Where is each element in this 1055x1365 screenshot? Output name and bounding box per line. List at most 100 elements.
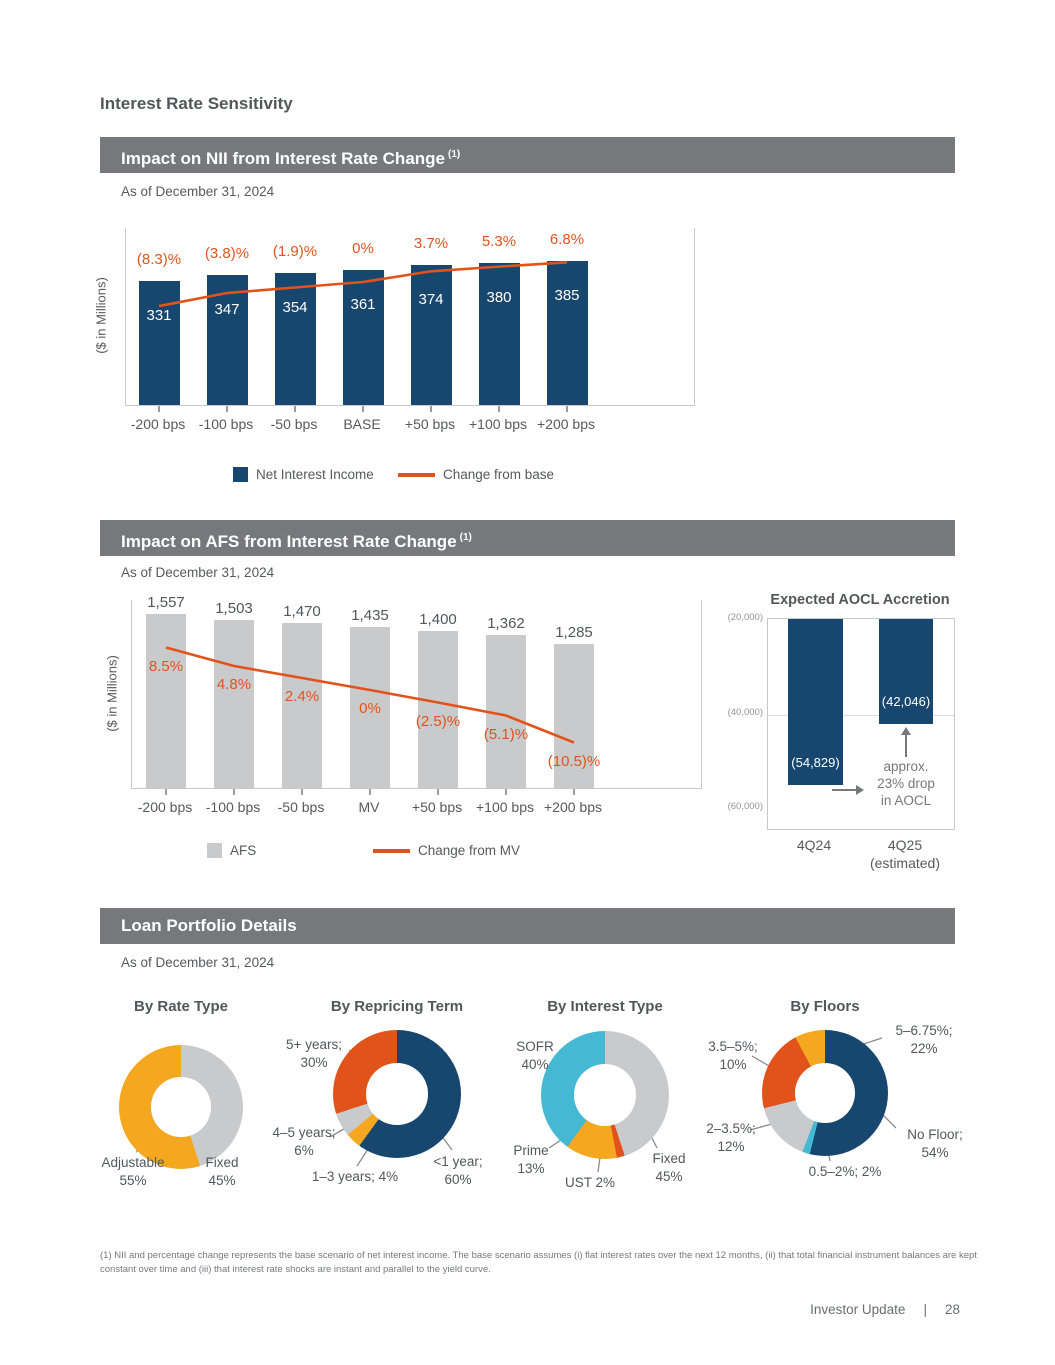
aocl-ytick-40000: (40,000) — [727, 707, 763, 718]
bar-value-label: 1,362 — [487, 615, 525, 633]
aocl-bar-chart: (54,829) (42,046) approx. 23% drop in AOCL — [767, 618, 955, 830]
afs-legend-line-swatch — [373, 848, 410, 853]
afs-banner-title: Impact on AFS from Interest Rate Change — [121, 532, 457, 551]
aocl-bar-value-label: (42,046) — [881, 694, 931, 710]
pct-change-label: 0% — [352, 239, 374, 257]
x-tick — [573, 789, 575, 795]
bar-value-label: 374 — [418, 291, 444, 309]
x-tick — [158, 406, 160, 412]
afs-x-axis: -200 bps -100 bps -50 bps MV +50 bps +100 bps… — [131, 788, 700, 828]
x-axis-label: +100 bps — [469, 416, 527, 432]
pct-change-label: (8.3)% — [136, 251, 182, 269]
donut-hole — [794, 1062, 856, 1124]
pct-change-label: (3.8)% — [204, 245, 250, 263]
bar — [342, 270, 384, 405]
afs-legend-item-line: Change from MV — [373, 843, 520, 858]
bar — [410, 265, 452, 405]
bar-value-label: 385 — [554, 287, 580, 304]
pie-label-1-3-years: 1–3 years; 4% — [311, 1169, 399, 1184]
x-tick — [498, 406, 500, 412]
afs-y-axis-label: ($ in Millions) — [104, 655, 120, 732]
bar — [214, 619, 254, 788]
donut-hole — [366, 1063, 428, 1125]
bar — [146, 613, 186, 788]
donut-chart-repricing-term — [333, 1030, 461, 1158]
pie-label-no-floor: No Floor; 54% — [907, 1127, 963, 1160]
afs-bar-chart: 1,557 8.5% 1,503 4.8% 1,470 2.4% 1,435 0% 1,400 (… — [131, 594, 702, 789]
pct-change-label: (1.9)% — [272, 242, 318, 260]
pie-label-sofr: SOFR 40% — [516, 1039, 554, 1072]
footer-page-number: 28 — [944, 1302, 960, 1317]
aocl-chart-title: Expected AOCL Accretion — [770, 592, 950, 608]
nii-banner-title: Impact on NII from Interest Rate Change — [121, 149, 445, 168]
bar — [546, 261, 588, 405]
afs-footnote-marker: (1) — [459, 532, 472, 543]
afs-legend-label: AFS — [230, 843, 257, 858]
bar — [554, 644, 594, 788]
pie-label-ust: UST 2% — [564, 1175, 616, 1190]
nii-legend-line-swatch — [398, 472, 435, 477]
afs-legend-item-bars: AFS — [207, 843, 256, 858]
pie-label-under-1-year: <1 year; 60% — [433, 1154, 483, 1187]
x-axis-label: -100 bps — [198, 416, 254, 432]
footer-separator: | — [923, 1302, 927, 1317]
donut-chart-rate-type — [119, 1045, 243, 1169]
bar-value-label: 1,470 — [283, 603, 321, 621]
pct-change-label: 8.5% — [148, 657, 184, 675]
bar-value-label: 361 — [350, 295, 376, 313]
page-footer: Investor Update | 28 — [810, 1302, 960, 1317]
x-axis-label: -100 bps — [205, 799, 261, 815]
nii-bar-chart: 331 (8.3)% 347 (3.8)% 354 (1.9)% 361 0% 374 3.7% 3… — [125, 228, 695, 406]
arrow-up-line — [905, 734, 907, 757]
pie-label-05-2-floor: 0.5–2%; 2% — [808, 1164, 882, 1179]
nii-x-axis: -200 bps -100 bps -50 bps BASE +50 bps +100 b… — [125, 405, 693, 445]
donut-chart-interest-type — [541, 1031, 669, 1159]
aocl-ytick-20000: (20,000) — [727, 612, 763, 623]
loans-section-banner: Loan Portfolio Details — [100, 908, 955, 944]
pct-change-label: (5.1)% — [483, 725, 529, 743]
pct-change-label: 3.7% — [413, 235, 449, 253]
x-axis-label: +50 bps — [411, 799, 463, 815]
x-axis-label: +100 bps — [476, 799, 534, 815]
donut-title-rate-type: By Rate Type — [134, 998, 228, 1015]
pie-label-adjustable: Adjustable 55% — [101, 1155, 165, 1188]
bar — [138, 281, 180, 405]
x-axis-label: -200 bps — [130, 416, 186, 432]
footer-label: Investor Update — [810, 1302, 906, 1317]
pct-change-label: 2.4% — [284, 688, 320, 705]
x-tick — [505, 789, 507, 795]
trend-line — [165, 646, 575, 744]
x-axis-label: +200 bps — [544, 799, 602, 815]
nii-legend-item-line: Change from base — [398, 467, 554, 482]
aocl-annotation: approx. 23% drop in AOCL — [877, 759, 935, 808]
aocl-xlabel-4q25: 4Q25 (estimated) — [869, 837, 941, 872]
afs-as-of-date: As of December 31, 2024 — [121, 565, 275, 580]
x-axis-label: BASE — [343, 416, 381, 432]
aocl-bar — [788, 619, 843, 786]
pie-label-prime: Prime 13% — [513, 1143, 549, 1176]
x-axis-label: -200 bps — [137, 799, 193, 815]
loans-banner-title: Loan Portfolio Details — [121, 916, 297, 935]
x-tick — [362, 406, 364, 412]
pie-label-fixed-interest: Fixed 45% — [652, 1151, 686, 1184]
nii-y-axis-label: ($ in Millions) — [93, 277, 109, 354]
x-axis-label: +200 bps — [537, 416, 595, 432]
arrow-right-head — [856, 785, 864, 795]
nii-legend-item-bars: Net Interest Income — [233, 467, 374, 482]
pct-change-label: 4.8% — [216, 676, 252, 693]
gridline-40000 — [768, 714, 954, 716]
donut-hole — [574, 1064, 636, 1126]
aocl-ytick-60000: (60,000) — [727, 801, 763, 812]
bar — [418, 631, 458, 788]
bar — [350, 627, 390, 788]
pct-change-label: 0% — [359, 700, 381, 717]
donut-hole — [151, 1077, 211, 1137]
arrow-right-line — [832, 789, 856, 791]
trend-line — [158, 260, 568, 308]
bar-value-label: 347 — [214, 301, 240, 319]
x-axis-label: +50 bps — [404, 416, 456, 432]
nii-legend-line-label: Change from base — [443, 467, 555, 482]
pct-change-label: (10.5)% — [547, 752, 601, 770]
nii-legend-swatch — [233, 467, 248, 482]
